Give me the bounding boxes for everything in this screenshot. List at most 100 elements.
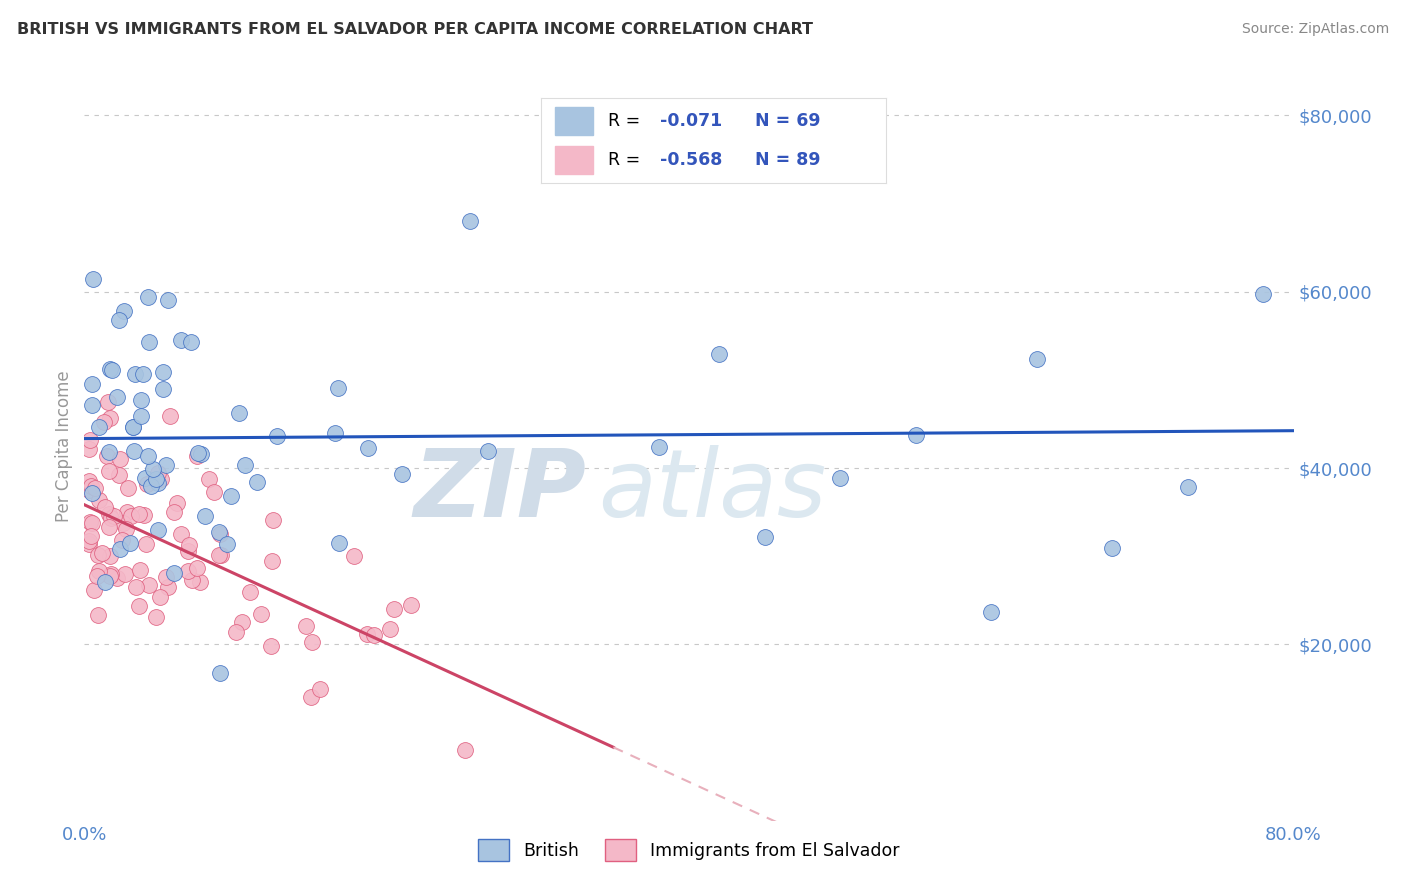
Point (157, 293, 180, 307)
Point (125, 580, 148, 594)
Point (112, 516, 135, 530)
Point (299, 690, 322, 704)
Point (98, 410, 121, 425)
Point (98, 549, 121, 563)
Point (132, 508, 155, 522)
Point (110, 542, 132, 557)
Point (228, 406, 250, 420)
Point (458, 214, 481, 228)
Point (114, 523, 136, 537)
Point (80, 376, 103, 391)
Point (326, 381, 349, 395)
Bar (555, 145, 593, 175)
Point (107, 390, 129, 404)
Point (100, 566, 122, 581)
Point (134, 471, 156, 485)
Point (124, 368, 146, 382)
Point (94, 575, 117, 590)
Point (103, 508, 125, 523)
Point (98, 464, 121, 478)
Point (136, 290, 159, 304)
Point (309, 681, 332, 696)
Text: -0.071: -0.071 (661, 112, 723, 130)
Text: ZIP: ZIP (413, 445, 586, 537)
Point (217, 536, 239, 550)
Point (207, 548, 229, 562)
Point (121, 508, 143, 523)
Point (163, 566, 186, 580)
Point (262, 513, 284, 527)
Point (146, 476, 169, 491)
Text: R =: R = (609, 112, 641, 130)
Point (155, 570, 177, 584)
Point (115, 505, 138, 519)
Point (477, 444, 499, 458)
Point (139, 479, 162, 493)
Point (93, 415, 115, 429)
Point (166, 496, 188, 510)
Point (219, 489, 242, 503)
Point (80, 486, 103, 500)
Text: N = 89: N = 89 (755, 151, 820, 169)
Y-axis label: Per Capita Income: Per Capita Income (55, 370, 73, 522)
Point (112, 304, 135, 318)
Point (190, 447, 212, 461)
Point (180, 334, 202, 349)
Point (356, 626, 378, 640)
Point (97, 520, 120, 534)
Point (89, 420, 111, 434)
Point (904, 428, 927, 442)
Point (152, 382, 174, 396)
Point (249, 607, 271, 621)
Point (177, 564, 200, 578)
Point (83, 481, 105, 495)
Point (1101, 541, 1123, 555)
Point (80, 529, 103, 543)
Bar (555, 107, 593, 136)
Point (135, 537, 157, 551)
Point (380, 622, 402, 636)
Point (121, 420, 143, 434)
Point (233, 458, 256, 472)
Point (111, 533, 134, 547)
Point (260, 639, 283, 653)
Point (97, 507, 120, 521)
Point (89, 493, 111, 508)
Point (128, 508, 150, 522)
Text: Source: ZipAtlas.com: Source: ZipAtlas.com (1241, 22, 1389, 37)
Point (754, 530, 776, 544)
Point (98, 568, 121, 582)
Point (86, 607, 108, 622)
Point (132, 367, 155, 381)
Point (194, 509, 217, 524)
Point (108, 468, 131, 483)
Point (129, 563, 152, 577)
Point (170, 527, 193, 541)
Point (231, 615, 253, 629)
Point (146, 523, 169, 537)
Point (1253, 287, 1275, 301)
Text: -0.568: -0.568 (661, 151, 723, 169)
Legend: British, Immigrants from El Salvador: British, Immigrants from El Salvador (471, 832, 907, 868)
Point (1313, 553, 1336, 567)
Point (186, 450, 208, 464)
Point (100, 511, 122, 525)
Point (117, 482, 139, 496)
Point (1177, 480, 1199, 494)
Point (77, 442, 100, 456)
Point (77, 483, 100, 497)
Point (101, 363, 124, 377)
Point (77, 537, 100, 551)
Point (122, 420, 145, 434)
Point (176, 543, 198, 558)
Point (136, 450, 159, 464)
Point (209, 665, 232, 680)
Point (80, 516, 103, 530)
Point (107, 313, 129, 327)
Point (149, 590, 172, 604)
Point (129, 393, 152, 408)
Point (343, 549, 366, 563)
Point (209, 548, 232, 562)
Point (1313, 425, 1336, 440)
Point (142, 462, 165, 476)
